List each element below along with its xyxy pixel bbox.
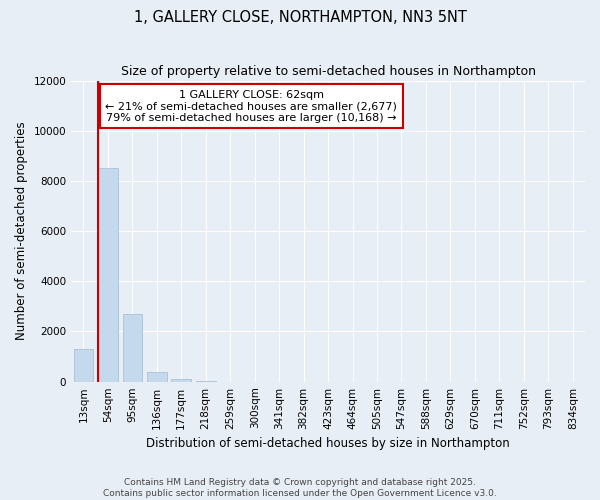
Bar [172,379,191,382]
Bar [147,372,167,382]
Bar [122,314,142,382]
Y-axis label: Number of semi-detached properties: Number of semi-detached properties [15,122,28,340]
Bar [196,381,215,382]
X-axis label: Distribution of semi-detached houses by size in Northampton: Distribution of semi-detached houses by … [146,437,510,450]
Text: Contains HM Land Registry data © Crown copyright and database right 2025.
Contai: Contains HM Land Registry data © Crown c… [103,478,497,498]
Bar [98,168,118,382]
Title: Size of property relative to semi-detached houses in Northampton: Size of property relative to semi-detach… [121,65,536,78]
Text: 1, GALLERY CLOSE, NORTHAMPTON, NN3 5NT: 1, GALLERY CLOSE, NORTHAMPTON, NN3 5NT [134,10,466,25]
Text: 1 GALLERY CLOSE: 62sqm
← 21% of semi-detached houses are smaller (2,677)
79% of : 1 GALLERY CLOSE: 62sqm ← 21% of semi-det… [105,90,397,123]
Bar [74,349,93,382]
